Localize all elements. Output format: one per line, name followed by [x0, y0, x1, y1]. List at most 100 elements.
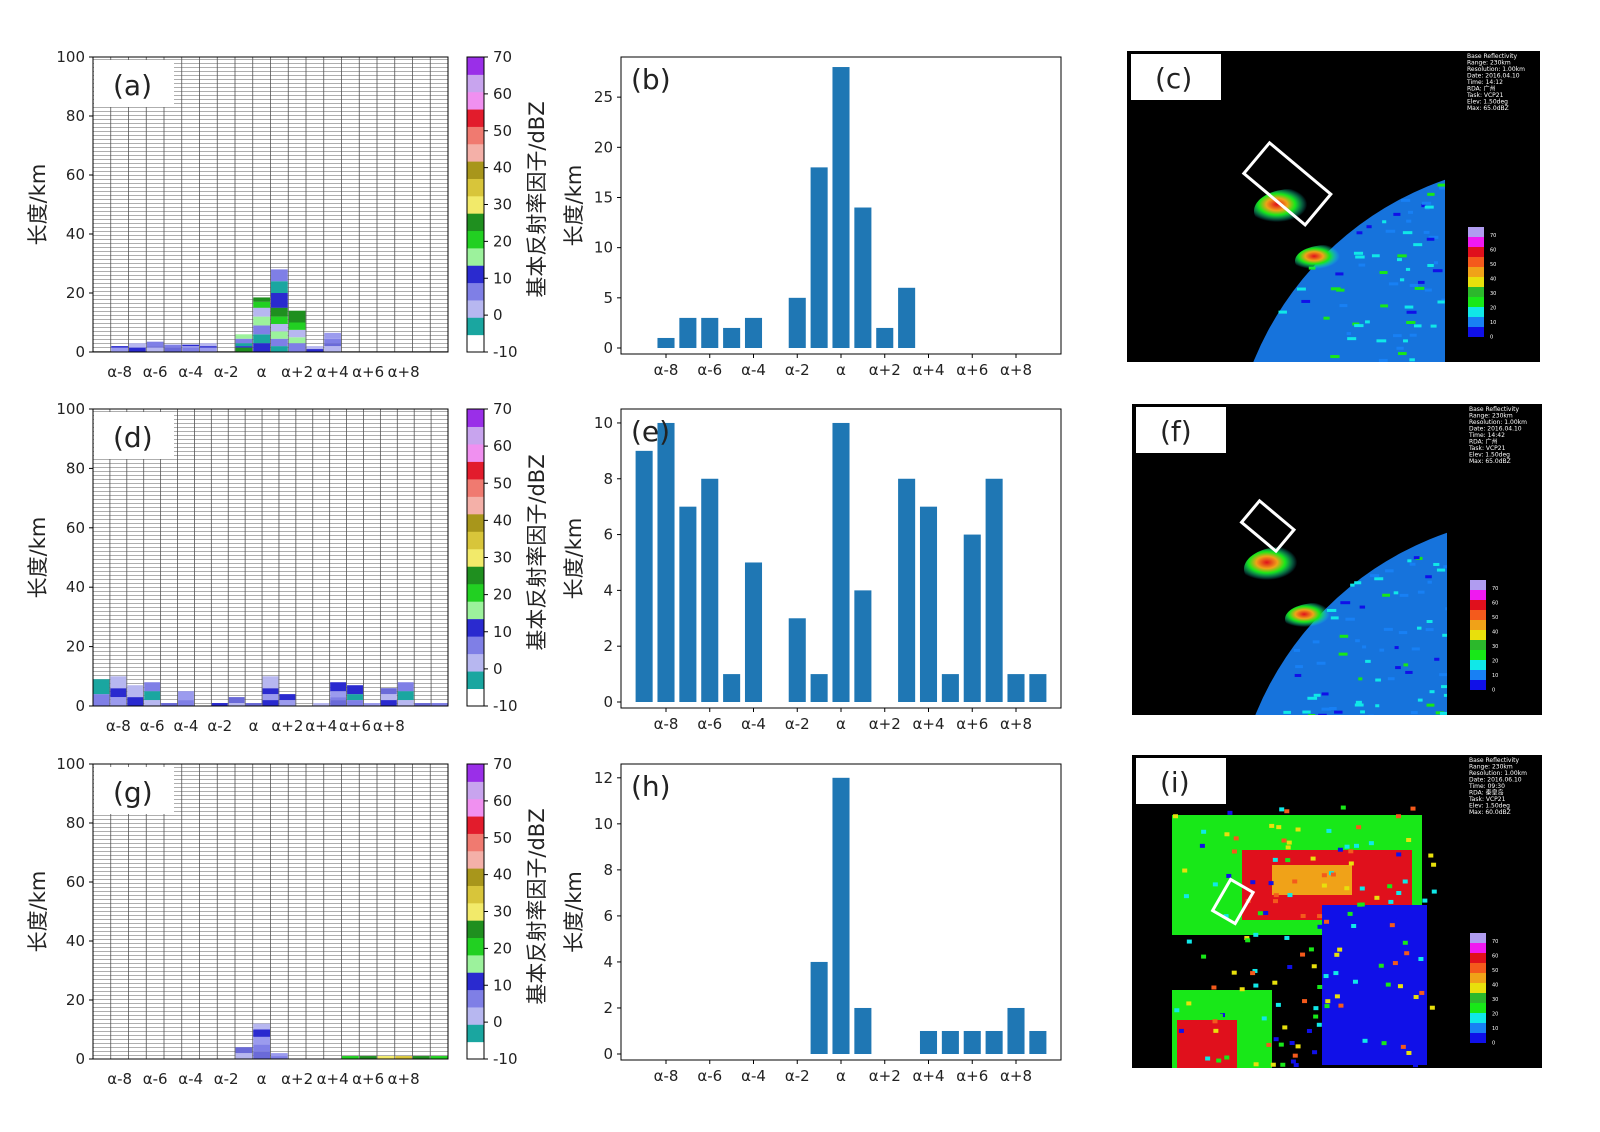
x-tick-label: α+8: [1000, 1067, 1032, 1085]
echo-pixel: [1375, 704, 1380, 708]
echo-pixel: [1330, 287, 1341, 291]
panel-label: (b): [631, 63, 671, 96]
echo-pixel: [1321, 883, 1327, 888]
bar: [985, 1030, 1003, 1054]
radar-legend-swatch: [1468, 307, 1484, 317]
echo-pixel: [1431, 862, 1437, 867]
colorbar-tick-label: -10: [493, 343, 518, 361]
colorbar-tick-label: 70: [493, 48, 512, 66]
heatmap-cell: [253, 343, 270, 352]
x-tick-label: α-6: [143, 1070, 168, 1088]
colorbar-tick-label: 40: [493, 866, 512, 884]
echo-pixel: [1186, 939, 1192, 944]
echo-pixel: [1324, 1004, 1330, 1009]
echo-pixel: [1353, 251, 1364, 255]
colorbar-swatch: [467, 781, 484, 800]
heatmap-cell: [347, 685, 363, 695]
heatmap-cell: [129, 347, 146, 352]
highlight-box: [1210, 877, 1256, 926]
echo-pixel: [1441, 298, 1445, 302]
echo-pixel: [1287, 893, 1293, 898]
y-tick-label: 40: [66, 932, 85, 950]
echo-pixel: [1396, 258, 1402, 262]
radar-info-text: Date: 2016.06.10: [1469, 777, 1522, 784]
panel-label: (f): [1160, 415, 1192, 448]
colorbar-swatch: [467, 671, 484, 690]
echo-pixel: [1417, 590, 1425, 594]
echo-pixel: [1430, 324, 1437, 328]
x-tick-label: α+6: [956, 361, 988, 379]
echo-pixel: [1360, 710, 1365, 714]
echo-pixel: [1300, 952, 1306, 957]
colorbar-swatch: [467, 566, 484, 585]
y-tick-label: 80: [66, 459, 85, 477]
heatmap-cell: [253, 1036, 270, 1045]
echo-pixel: [1406, 1050, 1412, 1055]
echo-pixel: [1385, 752, 1391, 755]
echo-pixel: [1444, 373, 1449, 376]
echo-pixel: [1540, 297, 1550, 300]
echo-pixel: [1379, 978, 1385, 983]
bar: [701, 317, 719, 348]
colorbar-swatch: [467, 426, 484, 445]
x-tick-label: α: [249, 717, 259, 735]
echo-pixel: [1272, 980, 1278, 985]
x-tick-label: α-6: [143, 363, 168, 381]
x-tick-label: α+4: [317, 363, 349, 381]
colorbar-swatch: [467, 409, 484, 427]
echo-pixel: [1439, 186, 1445, 190]
heatmap-cell: [111, 346, 128, 348]
colorbar-swatch: [467, 513, 484, 532]
echo-pixel: [1233, 836, 1239, 841]
echo-pixel: [1451, 746, 1459, 749]
echo-pixel: [1237, 1025, 1243, 1030]
heatmap-cell: [397, 700, 414, 706]
echo-pixel: [1344, 886, 1350, 891]
echo-pixel: [1383, 627, 1393, 631]
echo-pixel: [1311, 736, 1316, 739]
radar-legend-label: 40: [1492, 983, 1498, 989]
panel-label-box: [94, 767, 174, 814]
echo-pixel: [1252, 727, 1261, 730]
echo-pixel: [1403, 339, 1408, 343]
radar-echo-field: [1239, 498, 1552, 755]
storm-cell: [1285, 603, 1349, 635]
radar-legend-swatch: [1468, 227, 1484, 237]
echo-pixel: [1330, 872, 1336, 877]
heatmap-cell: [279, 700, 296, 706]
x-tick-label: α-8: [107, 363, 132, 381]
heatmap-cell: [262, 688, 279, 695]
echo-pixel: [1549, 310, 1557, 313]
heatmap-cell: [347, 700, 363, 706]
x-tick-label: α+4: [913, 715, 945, 733]
echo-pixel: [1354, 843, 1360, 848]
bar: [723, 674, 741, 702]
colorbar-tick-label: -10: [493, 697, 518, 715]
heatmap-cell: [200, 347, 217, 352]
echo-pixel: [1435, 711, 1444, 715]
echo-pixel: [1365, 736, 1373, 739]
heatmap-frame: [92, 763, 449, 1060]
echo-pixel: [1544, 644, 1552, 647]
echo-pixel: [1406, 320, 1416, 324]
heatmap-cell: [288, 322, 306, 330]
colorbar-swatch: [467, 1006, 484, 1025]
highlight-box: [1241, 140, 1333, 228]
colorbar-tick-label: 50: [493, 829, 512, 847]
echo-pixel: [1199, 843, 1205, 848]
radar-legend-swatch: [1468, 267, 1484, 277]
bar: [744, 317, 763, 348]
echo-pixel: [1434, 394, 1439, 397]
bar: [941, 1030, 959, 1054]
colorbar-tick-label: 10: [493, 623, 512, 641]
x-tick-label: α-6: [697, 1067, 722, 1085]
echo-pixel: [1448, 734, 1455, 737]
x-tick-label: α+8: [1000, 715, 1032, 733]
echo-pixel: [1442, 633, 1447, 637]
radar-legend-swatch: [1468, 327, 1484, 337]
radar-legend-swatch: [1470, 933, 1486, 943]
heatmap-cell: [262, 676, 279, 689]
bar: [832, 67, 850, 348]
y-axis-label: 长度/km: [26, 517, 50, 599]
colorbar-swatch: [467, 885, 484, 904]
